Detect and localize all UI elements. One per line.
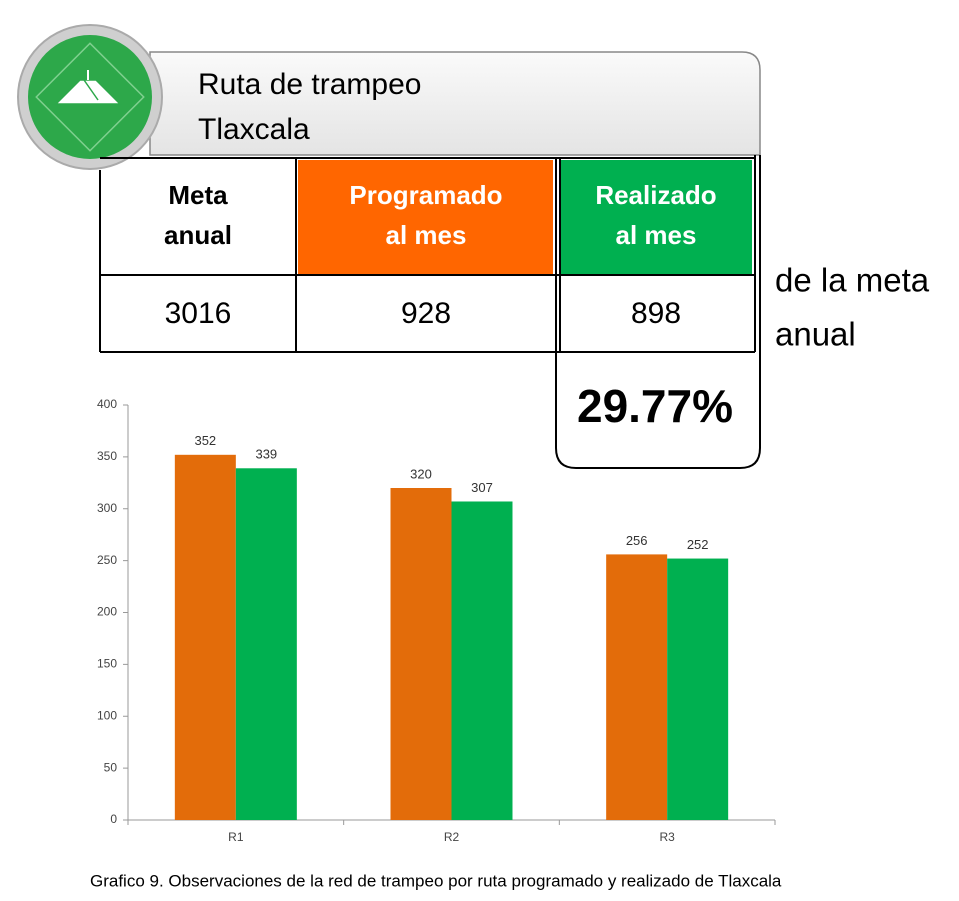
value-label: 256: [626, 533, 648, 548]
percentage: 29.77%: [577, 380, 733, 432]
bar: [667, 558, 729, 820]
y-tick-label: 300: [97, 501, 117, 515]
header-label: Realizado: [595, 180, 716, 210]
value-label: 307: [471, 480, 493, 495]
header-title: Ruta de trampeo: [198, 68, 421, 101]
note: de la meta: [775, 262, 930, 299]
y-tick-label: 200: [97, 605, 117, 619]
value-label: 320: [410, 466, 432, 481]
y-tick-label: 350: [97, 449, 117, 463]
header-label: Meta: [168, 180, 228, 210]
header-title: Tlaxcala: [198, 113, 310, 146]
percentage-box: [555, 155, 761, 469]
logo-icon: [54, 79, 122, 105]
cell-value: 928: [401, 297, 451, 330]
x-tick-label: R3: [659, 830, 675, 844]
caption: Grafico 9. Observaciones de la red de tr…: [90, 871, 782, 890]
y-tick-label: 150: [97, 657, 117, 671]
header-label: al mes: [386, 220, 467, 250]
y-tick-label: 250: [97, 553, 117, 567]
bar: [451, 501, 513, 820]
note: anual: [775, 316, 856, 353]
y-tick-label: 100: [97, 708, 117, 722]
header-label: Programado: [349, 180, 502, 210]
header-box: [149, 51, 761, 156]
header-label: anual: [164, 220, 232, 250]
table-border: [99, 155, 756, 353]
header-label: al mes: [616, 220, 697, 250]
value-label: 252: [687, 537, 709, 552]
header-cell: [560, 160, 752, 274]
bar: [174, 454, 236, 820]
value-label: 352: [194, 433, 216, 448]
bar: [606, 554, 668, 820]
cell-value: 3016: [165, 297, 232, 330]
y-tick-label: 0: [110, 812, 117, 826]
y-tick-label: 50: [104, 760, 118, 774]
x-tick-label: R1: [228, 830, 244, 844]
bar: [235, 468, 297, 820]
logo-diamond: [35, 42, 145, 152]
cell-value: 898: [631, 297, 681, 330]
header-cell: [298, 160, 553, 274]
y-tick-label: 400: [97, 397, 117, 411]
x-tick-label: R2: [444, 830, 460, 844]
value-label: 339: [255, 447, 277, 462]
bar: [390, 488, 452, 820]
